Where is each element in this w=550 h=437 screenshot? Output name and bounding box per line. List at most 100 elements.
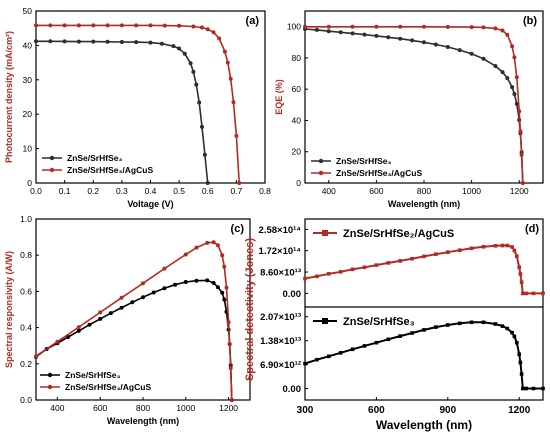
data-point (222, 264, 227, 269)
data-point (141, 281, 146, 286)
x-tick-label: 800 (417, 186, 431, 196)
data-point (531, 386, 536, 391)
data-point (518, 360, 523, 365)
series-2-1 (33, 240, 234, 402)
x-tick-label: 0.2 (87, 186, 99, 196)
data-point (469, 51, 474, 56)
data-point (512, 92, 517, 97)
data-point (130, 300, 135, 305)
data-point (327, 354, 331, 359)
data-point (541, 291, 545, 296)
data-point (105, 39, 110, 44)
data-point (433, 42, 438, 47)
legend-marker (318, 170, 324, 176)
data-point (350, 347, 355, 352)
data-point (493, 64, 498, 69)
data-point (510, 44, 515, 49)
data-point (119, 23, 124, 28)
data-point (105, 23, 110, 28)
x-axis-label: Wavelength (nm) (388, 199, 460, 209)
y-tick-label: 10 (23, 144, 33, 154)
data-point (541, 386, 545, 391)
data-point (481, 320, 486, 325)
data-point (226, 320, 231, 325)
x-axis-label: Wavelength (nm) (107, 416, 179, 426)
data-point (338, 270, 343, 274)
data-point (326, 24, 331, 29)
y-tick-label: 0.0 (20, 395, 32, 405)
panel-label: (b) (523, 15, 537, 27)
data-point (315, 357, 319, 362)
data-point (162, 266, 167, 271)
data-point (505, 76, 510, 81)
y-tick-label: 20 (292, 147, 302, 157)
legend-label: ZnSe/SrHfSe₃ (65, 370, 120, 380)
data-point (33, 354, 38, 359)
data-point (517, 265, 521, 270)
legend-marker (318, 158, 324, 164)
data-point (224, 285, 229, 290)
x-tick-label: 1200 (508, 405, 531, 416)
data-point (374, 263, 379, 267)
data-point (211, 30, 216, 35)
data-point (173, 282, 178, 287)
data-point (519, 280, 524, 284)
data-point (505, 326, 510, 331)
x-tick-label: 600 (93, 403, 107, 413)
legend-label: ZnSe/SrHfSe₃/AgCuS (336, 168, 422, 178)
data-point (211, 280, 216, 285)
data-point (469, 25, 474, 30)
panel-d: 2.58×10¹⁴ 1.72×10¹⁴ 8.60×10¹³ 0.00 ZnSe/SrHf… (244, 218, 545, 432)
data-point (510, 245, 514, 249)
legend-marker (49, 155, 55, 161)
data-point (237, 181, 242, 186)
data-point (217, 36, 222, 41)
data-point (500, 70, 505, 75)
data-point (422, 254, 426, 259)
data-point (225, 60, 230, 65)
data-point (386, 261, 391, 265)
data-point (493, 244, 498, 248)
data-point (148, 40, 153, 45)
data-point (119, 305, 124, 310)
data-point (510, 85, 515, 90)
x-tick-label: 0.6 (202, 186, 214, 196)
data-point (531, 291, 536, 296)
data-point (200, 124, 205, 129)
data-point (228, 366, 233, 371)
y-tick-label: 6.90×10¹² (260, 360, 301, 371)
data-point (202, 152, 207, 157)
y-tick-label: 0.4 (20, 323, 32, 333)
data-point (481, 56, 486, 61)
y-tick-label: 60 (292, 84, 302, 94)
x-tick-label: 1000 (462, 186, 481, 196)
data-point (338, 30, 343, 35)
y-axis-label: Spectral detectivity (Jones) (244, 238, 256, 381)
data-point (386, 35, 391, 40)
data-point (469, 320, 474, 325)
data-point (205, 278, 210, 283)
data-point (421, 24, 426, 29)
data-point (182, 51, 187, 56)
data-point (326, 29, 331, 34)
data-point (362, 265, 367, 270)
data-point (500, 28, 505, 33)
data-point (231, 100, 236, 105)
y-tick-label: 0.6 (20, 286, 32, 296)
data-point (434, 252, 438, 256)
data-point (521, 291, 525, 296)
legend-marker (322, 230, 328, 236)
data-point (148, 23, 153, 28)
data-point (362, 32, 367, 37)
data-point (469, 246, 474, 251)
data-point (228, 76, 233, 81)
y-axis-label: Spectral responsivity (A/W) (4, 251, 14, 368)
y-tick-label: 2.07×10¹³ (260, 312, 301, 323)
y-tick-label: 0.8 (20, 250, 32, 260)
data-point (162, 23, 167, 28)
x-tick-label: 400 (50, 403, 64, 413)
data-point (398, 24, 403, 29)
data-point (445, 44, 450, 49)
data-point (108, 311, 113, 316)
data-point (518, 129, 523, 134)
